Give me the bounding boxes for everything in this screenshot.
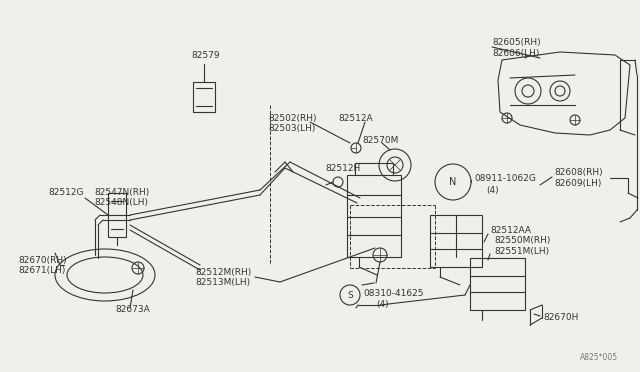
Text: 82512M(RH): 82512M(RH) (195, 267, 252, 276)
Text: 82670H: 82670H (543, 314, 579, 323)
Text: 82547N(RH): 82547N(RH) (94, 187, 149, 196)
Text: 82670(RH): 82670(RH) (18, 256, 67, 264)
Text: A825*005: A825*005 (580, 353, 618, 362)
Text: 82609(LH): 82609(LH) (554, 179, 602, 187)
Text: 82502(RH): 82502(RH) (268, 113, 317, 122)
Text: 82512A: 82512A (338, 113, 372, 122)
Text: N: N (449, 177, 457, 187)
Text: 82503(LH): 82503(LH) (268, 124, 316, 132)
Text: 82570M: 82570M (362, 135, 398, 144)
Text: 82512H: 82512H (325, 164, 360, 173)
Text: 82550M(RH): 82550M(RH) (494, 235, 550, 244)
Text: 82579: 82579 (191, 51, 220, 60)
Text: 08911-1062G: 08911-1062G (474, 173, 536, 183)
Text: 82548N(LH): 82548N(LH) (94, 198, 148, 206)
Text: 82512AA: 82512AA (490, 225, 531, 234)
Text: 82671(LH): 82671(LH) (18, 266, 65, 276)
Text: 82606(LH): 82606(LH) (492, 48, 540, 58)
Text: 82608(RH): 82608(RH) (554, 167, 603, 176)
Text: (4): (4) (486, 186, 499, 195)
Text: (4): (4) (376, 301, 388, 310)
Text: 82605(RH): 82605(RH) (492, 38, 541, 46)
Text: 82513M(LH): 82513M(LH) (195, 278, 250, 286)
Text: 82673A: 82673A (115, 305, 150, 314)
Text: S: S (347, 291, 353, 299)
Text: 82551M(LH): 82551M(LH) (494, 247, 549, 256)
Text: 82512G: 82512G (48, 187, 83, 196)
Text: 08310-41625: 08310-41625 (363, 289, 424, 298)
